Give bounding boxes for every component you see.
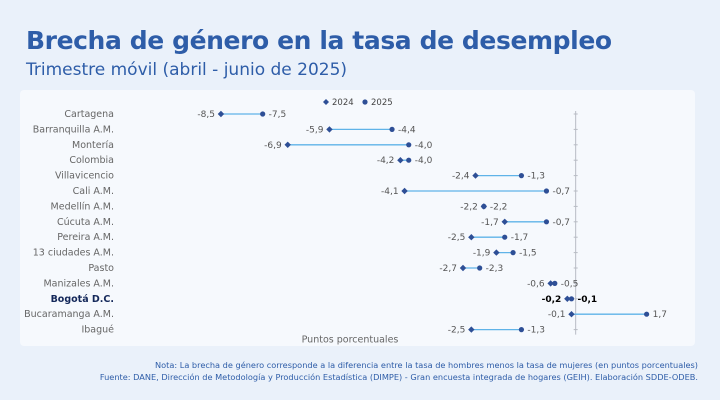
legend-label-2024: 2024 (332, 98, 354, 108)
marker-2025 (543, 188, 550, 194)
marker-2025 (552, 280, 558, 286)
category-label: Manizales A.M. (43, 278, 114, 289)
value-label-low: -4,1 (381, 187, 399, 197)
category-label: Montería (72, 140, 114, 151)
marker-2024 (401, 187, 408, 195)
x-axis-title: Puntos porcentuales (302, 335, 399, 346)
value-label-high: -1,5 (519, 249, 537, 259)
chart-note: Nota: La brecha de género corresponde a … (155, 360, 698, 370)
marker-2024 (459, 264, 467, 272)
category-label: Cartagena (64, 109, 114, 120)
marker-2024 (547, 280, 554, 287)
value-label-low: -0,1 (548, 310, 566, 320)
value-label-low: -5,9 (306, 125, 324, 135)
category-label: Bucaramanga A.M. (24, 309, 114, 320)
value-label-low: -2,2 (460, 202, 478, 212)
value-label-high: -0,1 (577, 295, 597, 305)
value-label-high: -2,2 (490, 202, 508, 212)
marker-2025 (502, 234, 508, 240)
value-label-high: -4,4 (398, 125, 416, 135)
value-label-low: -1,7 (481, 218, 499, 228)
marker-2024 (472, 172, 479, 179)
category-label: Barranquilla A.M. (33, 124, 114, 135)
legend-marker-2025 (362, 99, 368, 105)
value-label-low: -6,9 (264, 141, 282, 151)
marker-2024 (568, 311, 575, 318)
value-label-high: -1,3 (527, 172, 545, 182)
chart-subtitle: Trimestre móvil (abril - junio de 2025) (26, 60, 348, 80)
category-label: Bogotá D.C. (51, 294, 114, 305)
value-label-low: -2,5 (448, 233, 466, 243)
chart-source: Fuente: DANE, Dirección de Metodología y… (99, 372, 698, 382)
marker-2025 (477, 265, 483, 271)
value-label-high: -1,7 (511, 233, 529, 243)
value-label-high: -2,3 (486, 264, 504, 274)
marker-2025 (481, 203, 487, 209)
marker-2025 (406, 142, 412, 148)
marker-2025 (260, 111, 266, 117)
marker-2024 (217, 110, 225, 118)
value-label-high: -0,7 (552, 187, 570, 197)
value-label-high: -0,5 (561, 279, 579, 289)
category-label: 13 ciudades A.M. (33, 248, 114, 259)
category-label: Cali A.M. (73, 186, 114, 197)
category-label: Colombia (69, 155, 114, 166)
value-label-high: 1,7 (653, 310, 667, 320)
value-label-low: -8,5 (197, 110, 215, 120)
marker-2024 (284, 141, 291, 148)
value-label-low: -0,6 (527, 279, 545, 289)
marker-2025 (644, 311, 650, 317)
marker-2025 (389, 126, 395, 132)
marker-2024 (468, 234, 475, 241)
category-label: Pereira A.M. (57, 232, 114, 243)
value-label-low: -1,9 (473, 249, 491, 259)
value-label-high: -7,5 (269, 110, 287, 120)
marker-2025 (568, 296, 575, 302)
value-label-high: -4,0 (415, 156, 433, 166)
value-label-low: -2,4 (452, 172, 470, 182)
value-label-high: -0,7 (552, 218, 570, 228)
legend-label-2025: 2025 (371, 98, 393, 108)
value-label-low: -2,5 (448, 326, 466, 336)
marker-2024 (397, 157, 404, 164)
category-label: Medellín A.M. (51, 201, 114, 212)
marker-2025 (518, 173, 525, 179)
chart-panel (20, 90, 695, 346)
marker-2025 (518, 327, 525, 333)
category-label: Pasto (88, 263, 114, 274)
marker-2025 (510, 250, 516, 256)
value-label-low: -0,2 (542, 295, 562, 305)
category-label: Cúcuta A.M. (57, 217, 114, 228)
category-label: Ibagué (81, 325, 114, 336)
marker-2024 (501, 218, 508, 225)
value-label-high: -1,3 (527, 326, 545, 336)
value-label-high: -4,0 (415, 141, 433, 151)
marker-2025 (406, 157, 412, 163)
marker-2024 (326, 126, 333, 133)
marker-2024 (468, 326, 475, 333)
chart-title: Brecha de género en la tasa de desempleo (26, 26, 612, 55)
legend-marker-2024 (323, 99, 329, 105)
value-label-low: -2,7 (439, 264, 457, 274)
marker-2024 (493, 249, 500, 256)
marker-2025 (543, 219, 550, 225)
category-label: Villavicencio (55, 171, 114, 182)
value-label-low: -4,2 (377, 156, 395, 166)
marker-2024 (564, 295, 571, 302)
